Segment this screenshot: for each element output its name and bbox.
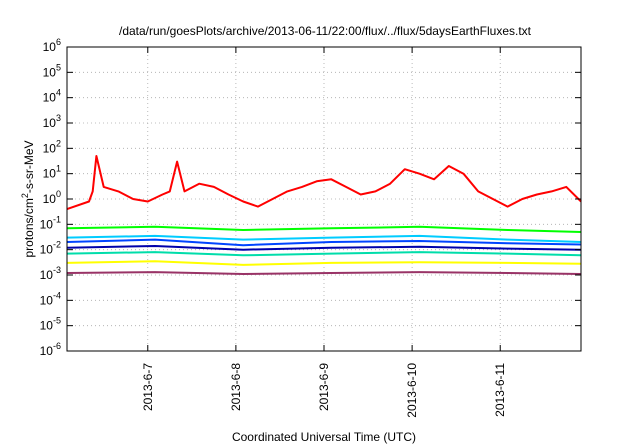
y-tick-exponent: 6 — [56, 37, 61, 47]
y-tick-label: 102 — [43, 138, 61, 155]
y-tick-base: 10 — [40, 217, 54, 231]
series-group — [66, 155, 582, 275]
y-tick-exponent: 1 — [56, 164, 61, 174]
y-tick-label: 10-5 — [40, 316, 61, 333]
y-tick-exponent: -3 — [53, 265, 61, 275]
y-tick-exponent: 2 — [56, 138, 61, 148]
series-line-8 — [66, 271, 582, 275]
x-axis-title: Coordinated Universal Time (UTC) — [232, 430, 416, 444]
y-tick-base: 10 — [43, 40, 57, 54]
y-tick-base: 10 — [40, 344, 54, 358]
y-tick-label: 103 — [43, 113, 61, 130]
series-line-7 — [66, 260, 582, 266]
y-tick-base: 10 — [43, 116, 57, 130]
y-tick-base: 10 — [43, 167, 57, 181]
y-tick-base: 10 — [43, 91, 57, 105]
y-tick-exponent: 3 — [56, 113, 61, 123]
y-tick-base: 10 — [40, 319, 54, 333]
y-axis-title: protons/cm2-s-sr-MeV — [20, 140, 36, 257]
series-line-3 — [66, 234, 582, 243]
y-tick-label: 10-6 — [40, 341, 61, 358]
y-tick-exponent: -6 — [53, 341, 61, 351]
y-tick-label: 10-2 — [40, 240, 61, 257]
grid — [67, 47, 581, 351]
chart-title: /data/run/goesPlots/archive/2013-06-11/2… — [119, 24, 532, 38]
y-axis-title-suffix: -s-sr-MeV — [22, 140, 36, 193]
y-tick-exponent: 4 — [56, 88, 61, 98]
y-tick-exponent: -4 — [53, 290, 61, 300]
series-line-6 — [66, 251, 582, 257]
y-tick-label: 105 — [43, 62, 61, 79]
x-tick-label: 2013-6-9 — [317, 363, 331, 411]
y-tick-exponent: -5 — [53, 316, 61, 326]
y-tick-label: 100 — [43, 189, 61, 206]
y-axis-title-superscript: 2 — [20, 193, 30, 198]
y-axis: 10-610-510-410-310-210-11001011021031041… — [40, 37, 581, 358]
series-line-2 — [66, 225, 582, 233]
y-tick-label: 104 — [43, 88, 61, 105]
y-tick-label: 101 — [43, 164, 61, 181]
x-tick-label: 2013-6-10 — [405, 363, 419, 418]
y-axis-title-prefix: protons/cm — [22, 198, 36, 257]
series-line-5 — [66, 245, 582, 251]
y-tick-base: 10 — [40, 243, 54, 257]
y-tick-base: 10 — [43, 65, 57, 79]
y-tick-label: 106 — [43, 37, 61, 54]
x-tick-label: 2013-6-8 — [229, 363, 243, 411]
y-tick-base: 10 — [43, 141, 57, 155]
y-tick-label: 10-1 — [40, 214, 61, 231]
y-tick-label: 10-4 — [40, 290, 61, 307]
y-tick-exponent: 5 — [56, 62, 61, 72]
x-axis: 2013-6-7 2013-6-8 2013-6-9 2013-6-10 2013-6-… — [141, 47, 507, 418]
x-tick-label: 2013-6-11 — [493, 363, 507, 417]
y-tick-exponent: 0 — [56, 189, 61, 199]
y-tick-base: 10 — [40, 293, 54, 307]
y-tick-base: 10 — [43, 192, 57, 206]
y-tick-label: 10-3 — [40, 265, 61, 282]
y-tick-base: 10 — [40, 268, 54, 282]
x-tick-label: 2013-6-7 — [141, 363, 155, 411]
y-tick-exponent: -1 — [53, 214, 61, 224]
series-line-4 — [66, 238, 582, 247]
series-line-1 — [66, 155, 582, 211]
y-tick-exponent: -2 — [53, 240, 61, 250]
